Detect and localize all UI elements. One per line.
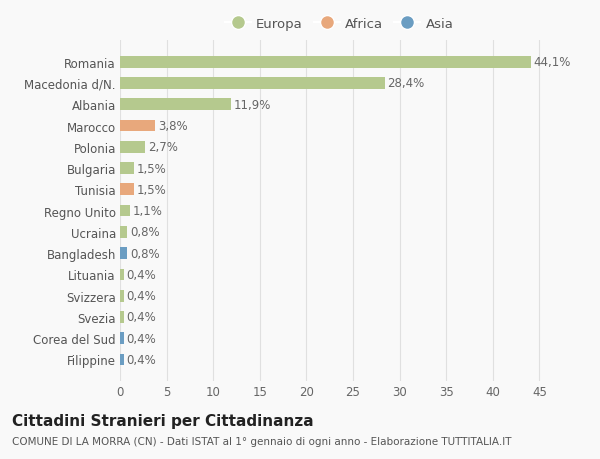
Text: 0,4%: 0,4% bbox=[127, 311, 156, 324]
Bar bbox=[120, 333, 124, 344]
Legend: Europa, Africa, Asia: Europa, Africa, Asia bbox=[221, 14, 457, 35]
Bar bbox=[120, 269, 124, 280]
Bar bbox=[120, 99, 231, 111]
Text: 0,8%: 0,8% bbox=[130, 247, 160, 260]
Bar bbox=[120, 120, 155, 132]
Text: 0,4%: 0,4% bbox=[127, 332, 156, 345]
Text: 2,7%: 2,7% bbox=[148, 141, 178, 154]
Bar bbox=[120, 57, 531, 68]
Bar bbox=[120, 311, 124, 323]
Bar bbox=[120, 205, 130, 217]
Text: 0,4%: 0,4% bbox=[127, 269, 156, 281]
Text: 0,4%: 0,4% bbox=[127, 290, 156, 302]
Bar bbox=[120, 290, 124, 302]
Bar bbox=[120, 248, 127, 259]
Text: 1,5%: 1,5% bbox=[137, 162, 167, 175]
Bar bbox=[120, 227, 127, 238]
Text: 3,8%: 3,8% bbox=[158, 120, 188, 133]
Text: 0,8%: 0,8% bbox=[130, 226, 160, 239]
Text: 0,4%: 0,4% bbox=[127, 353, 156, 366]
Text: 28,4%: 28,4% bbox=[388, 77, 425, 90]
Text: 44,1%: 44,1% bbox=[534, 56, 571, 69]
Text: COMUNE DI LA MORRA (CN) - Dati ISTAT al 1° gennaio di ogni anno - Elaborazione T: COMUNE DI LA MORRA (CN) - Dati ISTAT al … bbox=[12, 436, 511, 446]
Text: 1,5%: 1,5% bbox=[137, 184, 167, 196]
Bar bbox=[120, 184, 134, 196]
Bar bbox=[120, 354, 124, 365]
Bar bbox=[120, 142, 145, 153]
Text: Cittadini Stranieri per Cittadinanza: Cittadini Stranieri per Cittadinanza bbox=[12, 413, 314, 428]
Bar bbox=[120, 163, 134, 174]
Text: 11,9%: 11,9% bbox=[233, 99, 271, 112]
Bar bbox=[120, 78, 385, 90]
Text: 1,1%: 1,1% bbox=[133, 205, 163, 218]
